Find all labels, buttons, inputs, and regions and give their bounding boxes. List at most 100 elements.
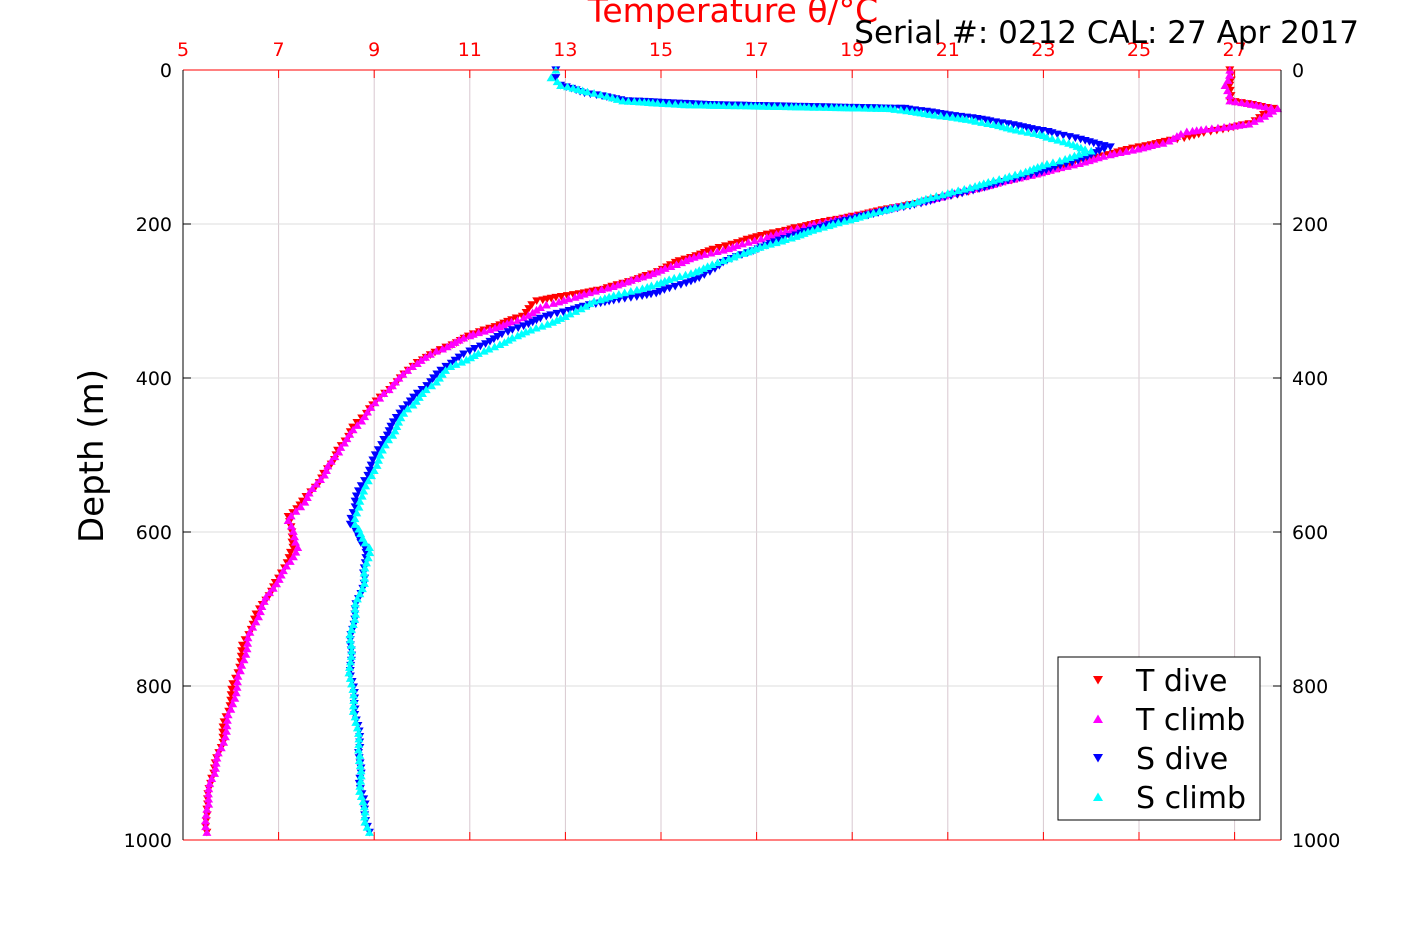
data-point	[729, 252, 739, 261]
data-point	[326, 457, 336, 465]
data-point	[348, 620, 358, 628]
data-point	[724, 254, 734, 263]
data-point	[890, 105, 900, 113]
data-point	[355, 751, 365, 759]
data-point	[1017, 127, 1027, 135]
data-point	[1047, 134, 1057, 143]
data-point	[1080, 145, 1090, 153]
data-point	[528, 318, 538, 327]
data-point	[243, 639, 253, 647]
data-point	[354, 502, 364, 511]
data-point	[358, 797, 368, 806]
data-point	[425, 350, 435, 358]
data-point	[537, 321, 547, 330]
y-tick-label-left: 800	[136, 676, 172, 698]
data-point	[1187, 126, 1197, 135]
data-point	[339, 438, 349, 447]
x-tick-label: 19	[840, 39, 864, 61]
data-point	[737, 239, 747, 248]
x-tick-label: 23	[1031, 39, 1055, 61]
y-tick-label-left: 1000	[124, 830, 172, 852]
data-point	[833, 218, 843, 227]
data-point	[988, 176, 998, 185]
data-point	[776, 102, 786, 111]
data-series	[201, 65, 1283, 837]
data-point	[607, 93, 617, 102]
data-point	[1000, 173, 1010, 182]
data-point	[245, 628, 255, 636]
data-point	[388, 418, 398, 427]
data-point	[490, 342, 500, 351]
axes: 5 7 9 11 13 15 17 19 21 23 25 27 0 0 200 200 400 400 600 60…	[124, 39, 1341, 852]
data-point	[931, 191, 941, 200]
data-point	[786, 233, 796, 242]
data-point	[398, 370, 408, 378]
data-point	[961, 115, 971, 123]
data-point	[412, 359, 422, 367]
data-point	[547, 318, 557, 326]
data-point	[526, 325, 536, 334]
data-point	[989, 120, 999, 129]
data-point	[316, 475, 326, 483]
data-point	[354, 745, 364, 754]
x-tick-label: 7	[273, 39, 285, 61]
data-point	[925, 110, 935, 118]
data-point	[724, 101, 734, 110]
data-point	[213, 748, 223, 757]
data-point	[1260, 112, 1270, 120]
data-point	[926, 193, 936, 201]
data-point	[291, 507, 301, 515]
data-point	[441, 362, 451, 371]
data-point	[416, 356, 426, 364]
data-point	[743, 238, 753, 246]
legend-box	[1057, 656, 1261, 821]
legend-label: T dive	[1135, 664, 1227, 699]
data-point	[201, 810, 211, 819]
data-point	[431, 347, 441, 355]
data-point	[1127, 146, 1137, 154]
data-point	[226, 705, 236, 713]
data-point	[350, 599, 360, 608]
data-point	[559, 296, 569, 304]
data-point	[813, 224, 823, 233]
data-point	[364, 828, 374, 836]
data-point	[347, 646, 357, 655]
legend-marker	[1093, 714, 1103, 723]
data-point	[345, 520, 355, 529]
data-point	[417, 385, 427, 394]
data-point	[375, 393, 385, 402]
data-point	[352, 421, 362, 429]
data-point	[685, 100, 695, 109]
data-point	[354, 734, 364, 743]
data-point	[556, 81, 566, 89]
data-point	[750, 236, 760, 245]
data-point	[942, 112, 952, 121]
data-point	[268, 584, 278, 592]
data-point	[360, 538, 370, 547]
x-tick-label: 17	[745, 39, 769, 61]
data-point	[881, 205, 891, 214]
data-point	[589, 89, 599, 97]
y-tick-label-left: 200	[136, 214, 172, 236]
data-point	[330, 452, 340, 461]
data-point	[730, 101, 740, 110]
data-point	[582, 87, 592, 96]
legend-label: S dive	[1136, 742, 1228, 777]
data-point	[1086, 146, 1096, 155]
data-point	[532, 297, 542, 306]
data-point	[542, 320, 552, 328]
data-point	[705, 268, 715, 276]
data-point	[809, 103, 819, 111]
data-point	[1225, 91, 1235, 100]
data-point	[364, 543, 374, 551]
data-point	[347, 679, 357, 688]
data-point	[623, 97, 633, 105]
data-point	[350, 520, 360, 528]
y-axis-label: Depth (m)	[72, 369, 112, 543]
data-point	[360, 563, 370, 572]
data-point	[230, 694, 240, 702]
data-point	[603, 283, 613, 292]
data-point	[352, 723, 362, 732]
data-point	[1225, 122, 1235, 131]
